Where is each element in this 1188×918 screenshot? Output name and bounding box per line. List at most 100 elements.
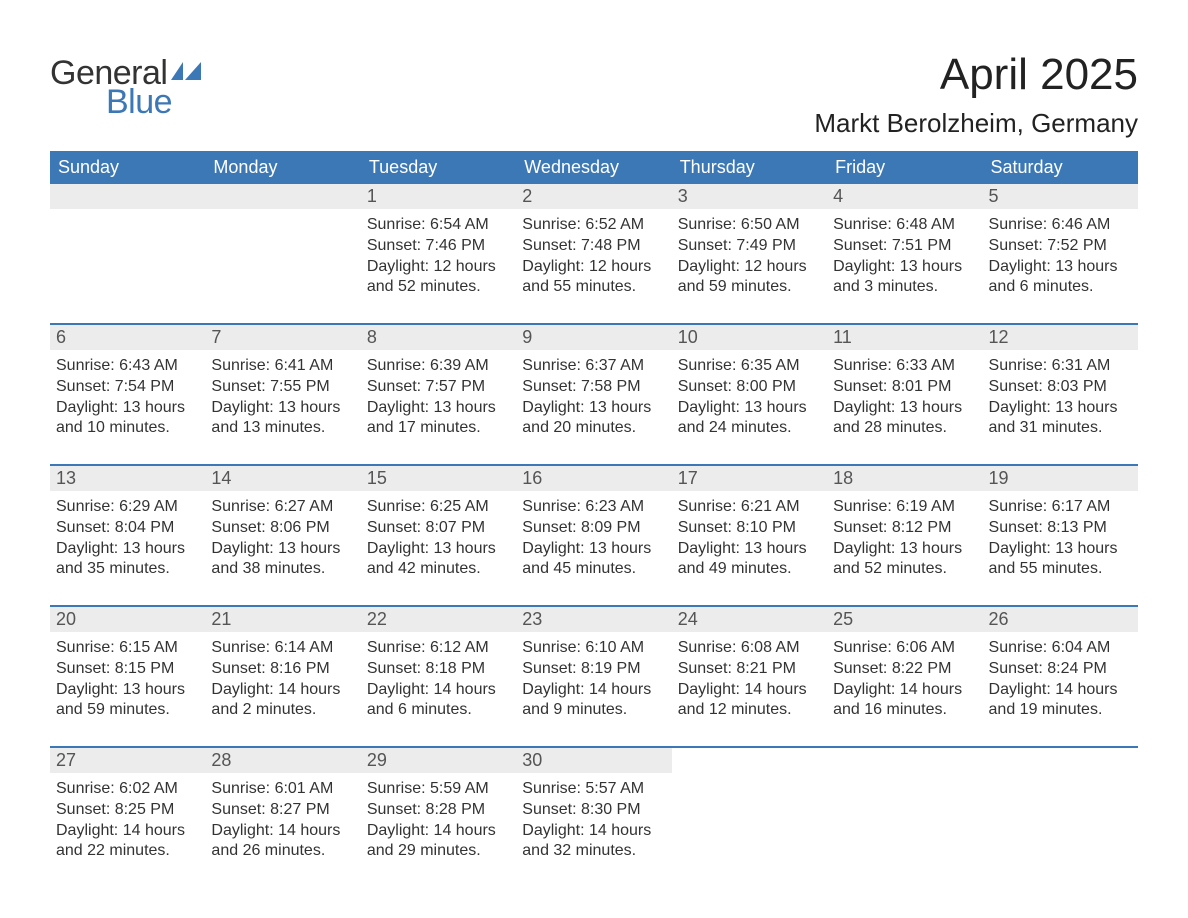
sunset-text: Sunset: 8:19 PM bbox=[522, 659, 665, 680]
day-number-cell: 22 bbox=[361, 607, 516, 632]
daylight-text: Daylight: 14 hours and 26 minutes. bbox=[211, 821, 354, 863]
title-block: April 2025 Markt Berolzheim, Germany bbox=[814, 50, 1138, 139]
day-detail-cell: Sunrise: 6:02 AMSunset: 8:25 PMDaylight:… bbox=[50, 773, 205, 873]
week-detail-row: Sunrise: 6:15 AMSunset: 8:15 PMDaylight:… bbox=[50, 632, 1138, 732]
sunset-text: Sunset: 7:51 PM bbox=[833, 236, 976, 257]
week-gap-row bbox=[50, 591, 1138, 605]
sunset-text: Sunset: 8:10 PM bbox=[678, 518, 821, 539]
day-number-cell bbox=[672, 748, 827, 773]
sunrise-text: Sunrise: 6:31 AM bbox=[989, 356, 1132, 377]
sunrise-text: Sunrise: 6:54 AM bbox=[367, 215, 510, 236]
sunrise-text: Sunrise: 5:57 AM bbox=[522, 779, 665, 800]
daylight-text: Daylight: 13 hours and 3 minutes. bbox=[833, 257, 976, 299]
sunrise-text: Sunrise: 6:04 AM bbox=[989, 638, 1132, 659]
sunset-text: Sunset: 8:07 PM bbox=[367, 518, 510, 539]
day-number-cell: 11 bbox=[827, 325, 982, 350]
daylight-text: Daylight: 13 hours and 31 minutes. bbox=[989, 398, 1132, 440]
day-detail-cell: Sunrise: 6:23 AMSunset: 8:09 PMDaylight:… bbox=[516, 491, 671, 591]
daylight-text: Daylight: 14 hours and 6 minutes. bbox=[367, 680, 510, 722]
sunset-text: Sunset: 8:13 PM bbox=[989, 518, 1132, 539]
day-number-cell: 30 bbox=[516, 748, 671, 773]
gap-cell bbox=[50, 309, 1138, 323]
day-number-cell: 28 bbox=[205, 748, 360, 773]
day-detail-cell bbox=[50, 209, 205, 309]
sunset-text: Sunset: 7:46 PM bbox=[367, 236, 510, 257]
daylight-text: Daylight: 14 hours and 2 minutes. bbox=[211, 680, 354, 722]
sunset-text: Sunset: 7:49 PM bbox=[678, 236, 821, 257]
day-number-cell bbox=[205, 184, 360, 209]
dow-tuesday: Tuesday bbox=[361, 151, 516, 184]
daylight-text: Daylight: 13 hours and 13 minutes. bbox=[211, 398, 354, 440]
sunset-text: Sunset: 7:52 PM bbox=[989, 236, 1132, 257]
sunrise-text: Sunrise: 6:21 AM bbox=[678, 497, 821, 518]
day-detail-cell: Sunrise: 6:27 AMSunset: 8:06 PMDaylight:… bbox=[205, 491, 360, 591]
dow-thursday: Thursday bbox=[672, 151, 827, 184]
day-detail-cell: Sunrise: 6:21 AMSunset: 8:10 PMDaylight:… bbox=[672, 491, 827, 591]
day-detail-cell: Sunrise: 6:29 AMSunset: 8:04 PMDaylight:… bbox=[50, 491, 205, 591]
sunset-text: Sunset: 8:01 PM bbox=[833, 377, 976, 398]
sunrise-text: Sunrise: 6:14 AM bbox=[211, 638, 354, 659]
sunrise-text: Sunrise: 6:23 AM bbox=[522, 497, 665, 518]
day-number-cell: 18 bbox=[827, 466, 982, 491]
day-detail-cell: Sunrise: 6:19 AMSunset: 8:12 PMDaylight:… bbox=[827, 491, 982, 591]
day-detail-cell bbox=[672, 773, 827, 873]
day-number-cell bbox=[983, 748, 1138, 773]
sunset-text: Sunset: 8:03 PM bbox=[989, 377, 1132, 398]
sunrise-text: Sunrise: 6:37 AM bbox=[522, 356, 665, 377]
sunset-text: Sunset: 7:58 PM bbox=[522, 377, 665, 398]
day-detail-cell: Sunrise: 5:57 AMSunset: 8:30 PMDaylight:… bbox=[516, 773, 671, 873]
sunrise-text: Sunrise: 6:15 AM bbox=[56, 638, 199, 659]
day-detail-cell: Sunrise: 6:01 AMSunset: 8:27 PMDaylight:… bbox=[205, 773, 360, 873]
daylight-text: Daylight: 13 hours and 59 minutes. bbox=[56, 680, 199, 722]
sunrise-text: Sunrise: 6:02 AM bbox=[56, 779, 199, 800]
day-detail-cell: Sunrise: 6:52 AMSunset: 7:48 PMDaylight:… bbox=[516, 209, 671, 309]
daylight-text: Daylight: 12 hours and 55 minutes. bbox=[522, 257, 665, 299]
day-detail-cell: Sunrise: 6:43 AMSunset: 7:54 PMDaylight:… bbox=[50, 350, 205, 450]
sunrise-text: Sunrise: 6:10 AM bbox=[522, 638, 665, 659]
day-detail-cell: Sunrise: 6:17 AMSunset: 8:13 PMDaylight:… bbox=[983, 491, 1138, 591]
logo-text-blue: Blue bbox=[106, 83, 201, 122]
sunset-text: Sunset: 8:30 PM bbox=[522, 800, 665, 821]
daylight-text: Daylight: 14 hours and 19 minutes. bbox=[989, 680, 1132, 722]
daylight-text: Daylight: 14 hours and 29 minutes. bbox=[367, 821, 510, 863]
sunset-text: Sunset: 8:15 PM bbox=[56, 659, 199, 680]
day-detail-cell bbox=[983, 773, 1138, 873]
sunrise-text: Sunrise: 6:19 AM bbox=[833, 497, 976, 518]
week-daynum-row: 27282930 bbox=[50, 748, 1138, 773]
sunrise-text: Sunrise: 6:01 AM bbox=[211, 779, 354, 800]
day-number-cell: 24 bbox=[672, 607, 827, 632]
sunrise-text: Sunrise: 6:27 AM bbox=[211, 497, 354, 518]
day-number-cell: 1 bbox=[361, 184, 516, 209]
sunrise-text: Sunrise: 6:50 AM bbox=[678, 215, 821, 236]
sunset-text: Sunset: 7:57 PM bbox=[367, 377, 510, 398]
week-daynum-row: 20212223242526 bbox=[50, 607, 1138, 632]
day-detail-cell: Sunrise: 6:06 AMSunset: 8:22 PMDaylight:… bbox=[827, 632, 982, 732]
daylight-text: Daylight: 14 hours and 32 minutes. bbox=[522, 821, 665, 863]
day-number-cell: 27 bbox=[50, 748, 205, 773]
day-detail-cell: Sunrise: 6:48 AMSunset: 7:51 PMDaylight:… bbox=[827, 209, 982, 309]
day-number-cell: 3 bbox=[672, 184, 827, 209]
week-gap-row bbox=[50, 450, 1138, 464]
day-detail-cell: Sunrise: 6:37 AMSunset: 7:58 PMDaylight:… bbox=[516, 350, 671, 450]
day-number-cell: 8 bbox=[361, 325, 516, 350]
day-number-cell: 20 bbox=[50, 607, 205, 632]
daylight-text: Daylight: 13 hours and 10 minutes. bbox=[56, 398, 199, 440]
calendar-table: Sunday Monday Tuesday Wednesday Thursday… bbox=[50, 151, 1138, 873]
week-daynum-row: 13141516171819 bbox=[50, 466, 1138, 491]
day-number-cell: 2 bbox=[516, 184, 671, 209]
sunset-text: Sunset: 8:00 PM bbox=[678, 377, 821, 398]
sunset-text: Sunset: 7:54 PM bbox=[56, 377, 199, 398]
gap-cell bbox=[50, 732, 1138, 746]
sunset-text: Sunset: 8:24 PM bbox=[989, 659, 1132, 680]
day-detail-cell: Sunrise: 5:59 AMSunset: 8:28 PMDaylight:… bbox=[361, 773, 516, 873]
dow-wednesday: Wednesday bbox=[516, 151, 671, 184]
day-detail-cell bbox=[205, 209, 360, 309]
day-detail-cell: Sunrise: 6:25 AMSunset: 8:07 PMDaylight:… bbox=[361, 491, 516, 591]
day-number-cell: 14 bbox=[205, 466, 360, 491]
day-number-cell: 15 bbox=[361, 466, 516, 491]
dow-monday: Monday bbox=[205, 151, 360, 184]
day-detail-cell: Sunrise: 6:50 AMSunset: 7:49 PMDaylight:… bbox=[672, 209, 827, 309]
day-detail-cell: Sunrise: 6:08 AMSunset: 8:21 PMDaylight:… bbox=[672, 632, 827, 732]
day-number-cell: 10 bbox=[672, 325, 827, 350]
day-number-cell: 12 bbox=[983, 325, 1138, 350]
